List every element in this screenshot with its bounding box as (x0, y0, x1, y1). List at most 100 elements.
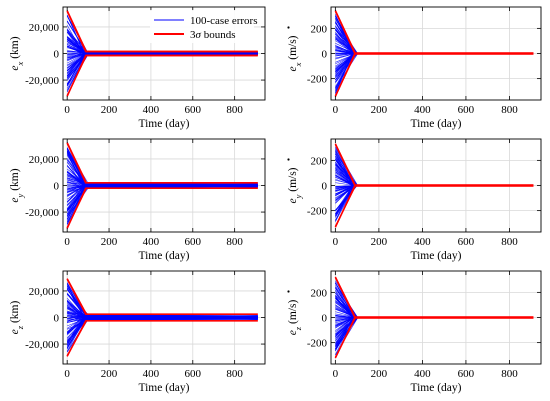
error-case-line (335, 185, 534, 204)
y-axis-label-symbol: e (287, 330, 299, 335)
error-case-line (335, 301, 534, 318)
error-case-line (335, 53, 534, 81)
error-case-line (335, 317, 534, 346)
error-case-line (335, 16, 534, 54)
x-tick-label: 800 (226, 368, 243, 380)
y-axis-label-symbol: e (287, 66, 299, 71)
error-case-line (335, 317, 534, 350)
error-case-line (335, 285, 534, 318)
error-case-line (335, 53, 534, 90)
error-case-line (66, 317, 258, 349)
error-case-line (335, 153, 534, 186)
x-axis-label: Time (day) (410, 382, 461, 394)
error-case-line (335, 53, 534, 76)
error-case-line (66, 51, 258, 80)
error-case-line (335, 297, 534, 319)
x-tick-label: 800 (226, 236, 243, 248)
error-case-line (66, 148, 258, 188)
x-tick-label: 800 (501, 368, 518, 380)
error-case-line (335, 154, 534, 186)
3sigma-upper-line (334, 10, 534, 54)
error-case-line (66, 185, 258, 212)
3sigma-lower-line (66, 187, 258, 229)
y-axis-label-unit: (m/s) (287, 300, 299, 327)
error-case-line (335, 304, 534, 318)
error-case-line (335, 317, 534, 349)
series-3sigma-bounds (66, 278, 258, 357)
error-case-line (66, 53, 258, 71)
y-axis-label-unit: (km) (9, 36, 21, 61)
error-case-line (335, 53, 534, 65)
error-case-line (335, 171, 534, 186)
error-case-line (335, 317, 534, 345)
error-case-line (67, 174, 258, 187)
error-case-line (335, 53, 534, 83)
error-case-line (335, 185, 534, 204)
error-case-line (335, 14, 534, 54)
error-case-line (335, 164, 534, 186)
error-case-line (335, 28, 534, 54)
y-axis-label: ez (m/s) (287, 300, 303, 336)
error-case-line (335, 304, 534, 318)
error-case-line (335, 162, 534, 186)
error-case-line (335, 185, 534, 199)
error-case-line (335, 166, 534, 186)
series-3sigma-bounds (66, 10, 258, 97)
error-case-line (335, 22, 534, 54)
error-case-line (335, 185, 534, 201)
error-case-line (335, 53, 534, 94)
error-case-line (66, 184, 258, 216)
error-case-line (335, 317, 534, 335)
x-tick-label: 0 (64, 104, 70, 116)
error-case-line (335, 317, 534, 336)
error-case-line (335, 53, 534, 80)
error-case-line (335, 317, 534, 351)
y-axis-label: ey (km) (9, 168, 25, 202)
error-case-line (335, 317, 534, 327)
error-case-line (335, 298, 534, 318)
y-tick-label: -20,000 (25, 75, 59, 87)
error-case-line (66, 183, 258, 207)
y-axis-label-symbol: e (9, 65, 21, 70)
error-case-line (335, 40, 534, 54)
legend-label: 3σ bounds (190, 29, 235, 41)
x-tick-label: 800 (226, 104, 243, 116)
error-case-line (66, 53, 258, 93)
error-case-line (335, 53, 534, 77)
x-tick-label: 200 (371, 104, 388, 116)
error-case-line (335, 33, 534, 55)
error-case-line (335, 185, 534, 211)
error-case-line (335, 23, 534, 54)
subplot-3: 0 200 400 600 800 20,000 0 -20,000 Time (day) ey … (9, 138, 266, 262)
x-tick-label: 400 (414, 236, 431, 248)
error-case-line (335, 307, 534, 318)
error-case-line (335, 185, 534, 197)
error-case-line (335, 300, 534, 318)
error-case-line (335, 317, 534, 337)
y-axis-label-symbol: e (287, 198, 299, 203)
3sigma-lower-line (334, 317, 534, 359)
series-3sigma-bounds (334, 276, 534, 359)
error-case-line (335, 22, 534, 55)
y-axis-label-symbol: e (9, 197, 21, 202)
error-case-line (66, 53, 258, 79)
3sigma-upper-line (334, 143, 534, 186)
error-case-line (66, 152, 258, 188)
error-case-line (335, 317, 534, 344)
error-case-line (335, 298, 534, 318)
error-case-line (66, 317, 258, 353)
plot-area (334, 276, 534, 359)
error-case-line (335, 175, 534, 186)
error-case-line (335, 283, 534, 318)
error-case-line (335, 27, 534, 54)
error-case-line (335, 316, 534, 347)
y-tick-label: 200 (311, 23, 328, 35)
error-case-line (335, 185, 534, 222)
error-case-line (335, 185, 534, 215)
x-axis-label: Time (day) (138, 382, 189, 394)
x-tick-label: 0 (333, 104, 339, 116)
error-case-line (335, 317, 534, 335)
3sigma-lower-line (66, 187, 258, 228)
error-case-line (335, 316, 534, 341)
